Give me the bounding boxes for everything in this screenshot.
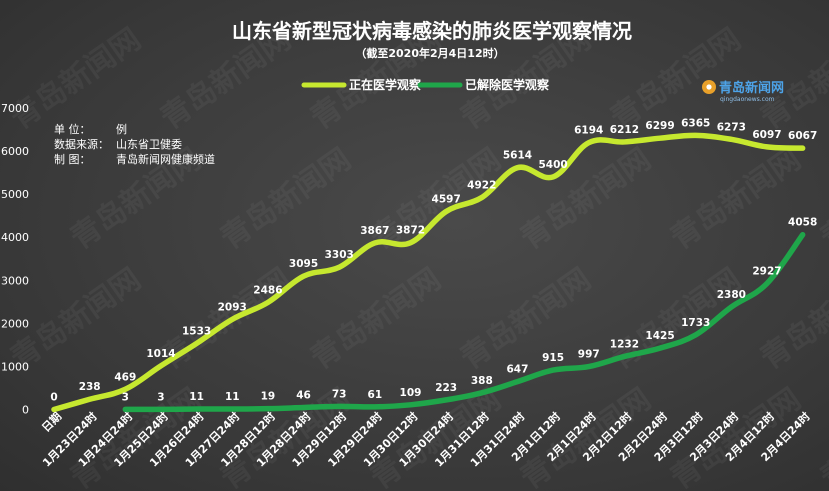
legend-label-observing: 正在医学观察 [349, 77, 422, 92]
data-label-released: 11 [189, 391, 204, 403]
watermark-text: 青岛新闻网 [215, 142, 358, 257]
watermark-text: 青岛新闻网 [605, 262, 748, 377]
data-label-released: 997 [578, 349, 600, 361]
data-label-released: 3 [122, 391, 129, 403]
data-label-observing: 3095 [289, 258, 318, 270]
watermark-text: 青岛新闻网 [455, 262, 598, 377]
watermark-text: 青岛新闻网 [515, 142, 658, 257]
data-label-observing: 1014 [146, 348, 175, 360]
watermark-text: 青岛新闻网 [665, 142, 808, 257]
y-tick-label: 6000 [1, 145, 29, 158]
data-label-released: 19 [261, 391, 276, 403]
note-unit-value: 例 [116, 122, 127, 136]
data-label-released: 647 [506, 364, 528, 376]
notes: 单 位： 例 数据来源： 山东省卫健委 制 图： 青岛新闻网健康频道 [54, 122, 215, 166]
data-label-released: 1232 [610, 338, 639, 350]
note-source-key: 数据来源： [54, 137, 109, 151]
logo-name: 青岛新闻网 [719, 80, 784, 96]
pin-logo-dot [706, 84, 712, 90]
data-label-observing: 3303 [325, 249, 354, 261]
data-label-released: 2927 [752, 265, 781, 277]
data-label-observing: 3867 [360, 225, 389, 237]
watermark-text: 青岛新闻网 [815, 382, 829, 491]
data-label-layer: 0 238 469 1014 1533 2093 2486 3095 3303 3867 3872 4… [50, 117, 817, 403]
data-label-observing: 6299 [645, 120, 674, 132]
data-label-observing: 2093 [218, 301, 247, 313]
data-label-observing: 3872 [396, 225, 425, 237]
series-layer [51, 132, 806, 413]
logo: 青岛新闻网 qingdaonews.com [702, 80, 784, 103]
data-label-observing: 6097 [752, 129, 781, 141]
note-maker-key: 制 图： [54, 153, 91, 166]
y-tick-label: 1000 [1, 360, 29, 373]
data-label-observing: 469 [114, 371, 136, 383]
watermark-text: 青岛新闻网 [815, 142, 829, 257]
data-label-released: 223 [435, 382, 457, 394]
legend: 正在医学观察 已解除医学观察 [301, 77, 550, 92]
data-label-observing: 4922 [467, 180, 496, 192]
legend-label-released: 已解除医学观察 [465, 77, 550, 92]
data-label-released: 61 [368, 389, 383, 401]
watermark-text: 青岛新闻网 [755, 22, 829, 137]
data-label-observing: 6365 [681, 117, 710, 129]
data-label-released: 11 [225, 391, 240, 403]
series-line-released [122, 231, 806, 413]
data-label-observing: 6067 [788, 130, 817, 142]
note-source-value: 山东省卫健委 [116, 138, 182, 151]
note-unit-key: 单 位： [54, 122, 91, 136]
data-label-observing: 238 [79, 381, 101, 393]
logo-url: qingdaonews.com [720, 96, 775, 103]
data-label-released: 73 [332, 388, 347, 400]
y-tick-label: 4000 [1, 231, 29, 244]
data-label-observing: 5614 [503, 150, 532, 162]
data-label-released: 2380 [717, 289, 746, 301]
data-label-released: 4058 [788, 217, 817, 229]
data-label-released: 46 [296, 390, 311, 402]
data-label-released: 915 [542, 352, 564, 364]
y-tick-label: 2000 [1, 317, 29, 330]
y-tick-label: 0 [22, 404, 29, 417]
chart-subtitle: （截至2020年2月4日12时） [355, 46, 504, 60]
data-label-released: 3 [157, 391, 164, 403]
data-label-released: 109 [400, 387, 422, 399]
note-maker-value: 青岛新闻网健康频道 [116, 152, 215, 166]
y-tick-label: 5000 [1, 188, 29, 201]
data-label-observing: 2486 [253, 284, 282, 296]
x-tick-label: 日期 [39, 409, 64, 434]
y-axis: 0 1000 2000 3000 4000 5000 6000 7000 [1, 102, 29, 417]
watermark-text: 青岛新闻网 [755, 262, 829, 377]
data-label-observing: 6194 [574, 125, 603, 137]
data-label-observing: 0 [50, 392, 57, 404]
watermark-text: 青岛新闻网 [5, 22, 148, 137]
data-label-released: 1733 [681, 317, 710, 329]
data-label-observing: 6212 [610, 124, 639, 136]
data-label-released: 1425 [645, 330, 674, 342]
data-label-released: 388 [471, 375, 493, 387]
y-tick-label: 7000 [1, 102, 29, 115]
data-label-observing: 1533 [182, 325, 211, 337]
data-label-observing: 4597 [432, 194, 461, 206]
y-tick-label: 3000 [1, 274, 29, 287]
data-label-observing: 5400 [538, 159, 567, 171]
watermark-text: 青岛新闻网 [305, 262, 448, 377]
chart-title: 山东省新型冠状病毒感染的肺炎医学观察情况 [232, 19, 632, 43]
series-line-observing [51, 132, 806, 413]
data-label-observing: 6273 [717, 121, 746, 133]
